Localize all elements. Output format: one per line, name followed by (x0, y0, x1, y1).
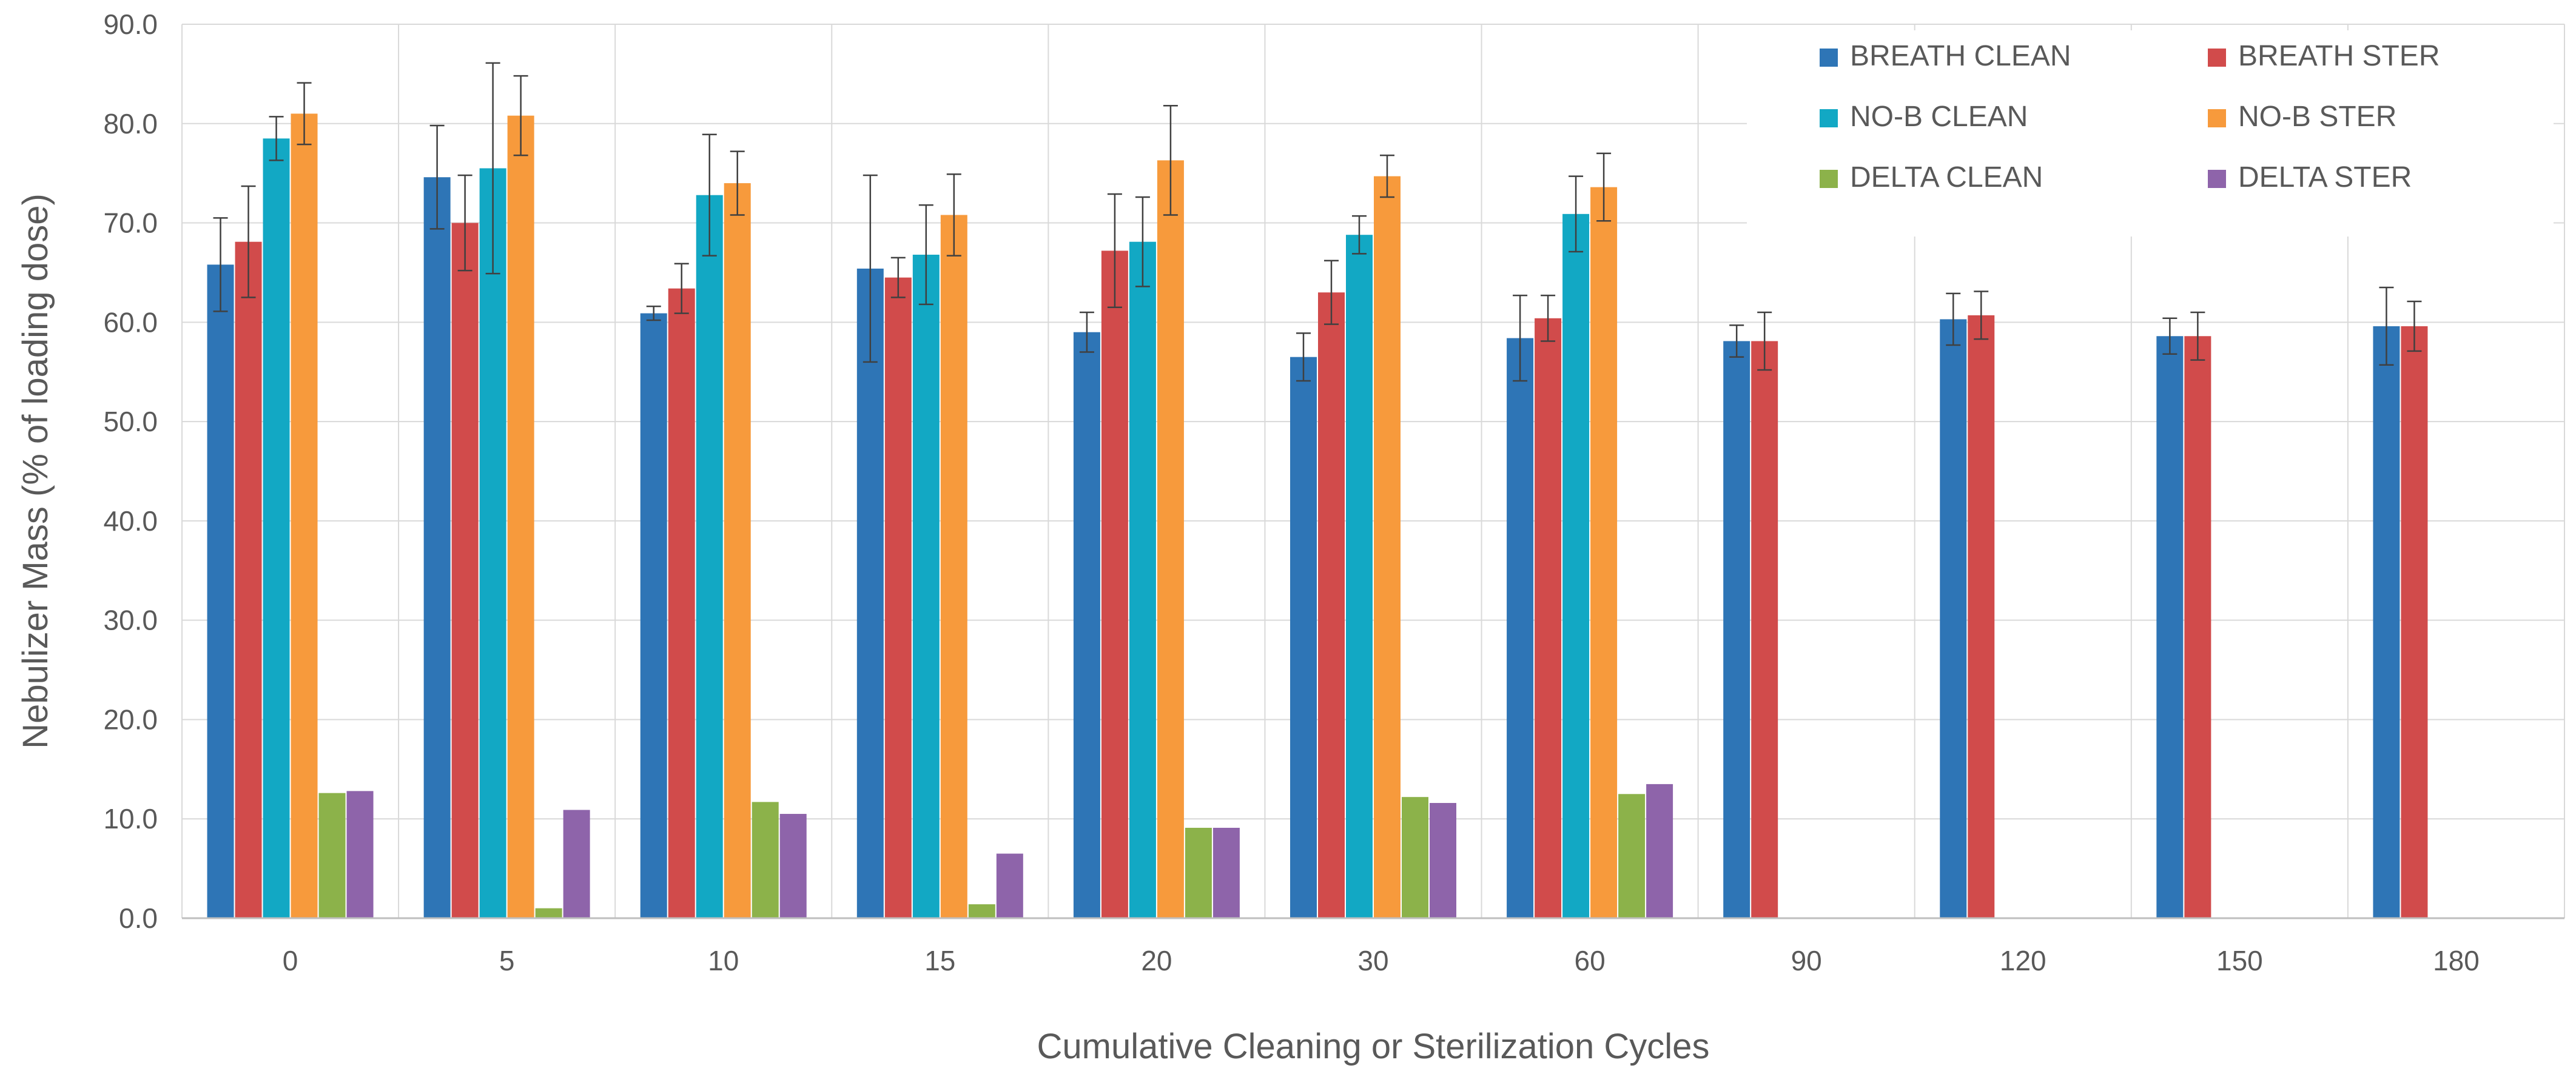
y-tick-label: 20.0 (103, 704, 158, 735)
bar-no-b-ster-0 (291, 113, 318, 918)
bar-breath-clean-20 (1073, 332, 1100, 918)
bar-breath-clean-180 (2373, 326, 2400, 918)
x-tick-label: 60 (1575, 945, 1606, 976)
legend-label: DELTA CLEAN (1850, 161, 2043, 193)
x-tick-label: 180 (2433, 945, 2480, 976)
bar-delta-ster-60 (1646, 784, 1673, 918)
legend-swatch (1820, 170, 1838, 188)
bar-breath-clean-5 (423, 177, 451, 918)
bar-delta-clean-20 (1185, 827, 1212, 918)
legend-swatch (2208, 109, 2226, 127)
bar-breath-clean-150 (2156, 336, 2184, 918)
bar-breath-ster-30 (1318, 292, 1345, 919)
bar-no-b-clean-20 (1129, 241, 1156, 918)
bar-breath-ster-10 (668, 288, 695, 918)
y-tick-label: 50.0 (103, 406, 158, 437)
y-tick-label: 30.0 (103, 605, 158, 636)
bar-breath-clean-90 (1723, 341, 1750, 918)
bar-breath-ster-60 (1535, 318, 1562, 918)
bar-no-b-ster-10 (724, 183, 751, 918)
y-tick-label: 40.0 (103, 505, 158, 537)
x-tick-label: 90 (1791, 945, 1822, 976)
bar-breath-clean-60 (1507, 338, 1534, 918)
bar-delta-clean-10 (752, 802, 779, 918)
bar-no-b-clean-5 (479, 168, 506, 918)
bar-delta-ster-30 (1430, 803, 1456, 918)
bar-delta-ster-0 (346, 791, 374, 918)
bar-delta-ster-15 (996, 853, 1023, 918)
y-tick-label: 0.0 (119, 902, 158, 934)
bar-breath-ster-15 (884, 277, 912, 919)
legend-label: BREATH CLEAN (1850, 40, 2071, 72)
bar-no-b-clean-60 (1562, 213, 1590, 918)
y-tick-label: 80.0 (103, 108, 158, 139)
bar-delta-ster-5 (563, 810, 590, 918)
bar-delta-clean-5 (535, 908, 562, 918)
bar-series (207, 113, 2428, 919)
legend-swatch (2208, 49, 2226, 67)
legend-swatch (2208, 170, 2226, 188)
x-tick-label: 20 (1141, 945, 1172, 976)
bar-breath-clean-0 (207, 264, 234, 918)
bar-no-b-ster-30 (1374, 176, 1401, 919)
bar-no-b-ster-20 (1157, 160, 1184, 919)
y-tick-label: 90.0 (103, 8, 158, 40)
y-tick-label: 10.0 (103, 803, 158, 834)
bar-breath-ster-180 (2401, 326, 2428, 918)
x-axis-title: Cumulative Cleaning or Sterilization Cyc… (1037, 1027, 1710, 1066)
y-tick-label: 70.0 (103, 207, 158, 239)
bar-breath-clean-30 (1290, 357, 1317, 918)
bar-delta-clean-30 (1402, 797, 1428, 918)
bar-breath-ster-90 (1751, 341, 1778, 918)
bar-breath-clean-120 (1940, 319, 1967, 918)
legend-swatch (1820, 109, 1838, 127)
x-tick-label: 5 (499, 945, 515, 976)
bar-breath-clean-10 (640, 313, 667, 918)
x-tick-label: 120 (2000, 945, 2046, 976)
legend-label: BREATH STER (2238, 40, 2440, 72)
error-bars (213, 62, 2422, 382)
bar-breath-ster-150 (2184, 336, 2211, 918)
bar-delta-ster-10 (779, 814, 807, 918)
x-tick-label: 10 (708, 945, 739, 976)
bar-no-b-clean-15 (912, 254, 940, 918)
x-tick-label: 15 (924, 945, 955, 976)
axes: 0.0 10.0 20.0 30.0 40.0 50.0 60.0 70.0 80.0 90.0 0… (103, 8, 2564, 976)
x-tick-label: 0 (283, 945, 298, 976)
bar-no-b-ster-60 (1590, 187, 1618, 918)
bar-breath-ster-0 (235, 241, 262, 918)
legend-background (1747, 30, 2554, 237)
bar-no-b-clean-30 (1346, 235, 1373, 919)
y-axis-title: Nebulizer Mass (% of loading dose) (16, 193, 55, 749)
legend-swatch (1820, 49, 1838, 67)
legend-label: NO-B STER (2238, 101, 2396, 133)
bar-delta-ster-20 (1212, 827, 1240, 918)
legend-label: NO-B CLEAN (1850, 101, 2028, 133)
bar-delta-clean-15 (968, 904, 995, 918)
bar-breath-clean-15 (856, 268, 884, 919)
bar-delta-clean-0 (318, 793, 346, 918)
legend-label: DELTA STER (2238, 161, 2412, 193)
legend: BREATH CLEAN BREATH STER NO-B CLEAN NO-B ST… (1747, 30, 2554, 237)
bar-delta-clean-60 (1618, 794, 1646, 918)
grid-lines (181, 24, 2565, 918)
bar-no-b-clean-10 (696, 195, 723, 919)
bar-breath-ster-120 (1968, 315, 1995, 918)
x-tick-label: 150 (2216, 945, 2263, 976)
y-tick-label: 60.0 (103, 306, 158, 338)
bar-breath-ster-20 (1101, 250, 1128, 918)
bar-no-b-clean-0 (263, 138, 290, 918)
x-tick-label: 30 (1357, 945, 1388, 976)
bar-no-b-ster-15 (940, 215, 967, 918)
bar-breath-ster-5 (451, 223, 479, 918)
bar-no-b-ster-5 (507, 115, 534, 919)
